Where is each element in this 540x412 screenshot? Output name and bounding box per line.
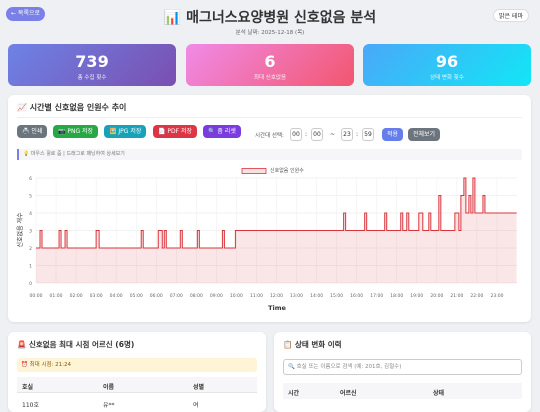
th: 어르신: [340, 390, 357, 397]
hint: 💡 마우스 휠로 줌 | 드래그로 패닝하여 상세보기: [17, 149, 522, 160]
x-tick-label: 20:00: [430, 293, 443, 299]
legend-label: 신호없음 인원수: [270, 167, 304, 174]
stat-card: 96 상태 변화 횟수: [363, 44, 531, 86]
stat-card: 6 최대 신호없음: [186, 44, 354, 86]
back-button[interactable]: ← 목록으로: [6, 7, 46, 21]
x-tick-label: 01:00: [50, 293, 63, 299]
y-tick-label: 1: [29, 264, 32, 270]
x-axis-label: Time: [268, 304, 286, 312]
time-input[interactable]: 59: [362, 128, 374, 141]
time-input[interactable]: 00: [311, 128, 323, 141]
x-tick-label: 19:00: [410, 293, 423, 299]
th: 이름: [103, 384, 115, 391]
stat-card: 739 총 수집 횟수: [8, 44, 176, 86]
y-tick-label: 0: [29, 281, 32, 287]
x-tick-label: 00:00: [30, 293, 43, 299]
x-tick-label: 12:00: [270, 293, 283, 299]
x-tick-label: 07:00: [170, 293, 183, 299]
max-time: ⏰ 최대 시점: 21:24: [17, 358, 257, 372]
x-tick-label: 17:00: [370, 293, 383, 299]
stat-label: 최대 신호없음: [253, 75, 287, 81]
x-tick-label: 18:00: [390, 293, 403, 299]
max-panel: [8, 332, 266, 412]
x-tick-label: 16:00: [350, 293, 363, 299]
x-tick-label: 11:00: [250, 293, 263, 299]
legend-swatch: [241, 168, 267, 174]
range-label: 시간대 선택:: [255, 133, 284, 139]
x-tick-label: 05:00: [130, 293, 143, 299]
line: [36, 177, 517, 249]
stat-value: 6: [264, 52, 276, 71]
stat-value: 739: [75, 52, 109, 71]
apply-button[interactable]: 적용: [382, 128, 404, 141]
x-tick-label: 08:00: [190, 293, 203, 299]
x-tick-label: 23:00: [490, 293, 503, 299]
panel-title: 🚨 신호없음 최대 시점 어르신 (6명): [17, 340, 135, 349]
jpg-button[interactable]: 🖼️ JPG 저장: [104, 125, 147, 138]
y-tick-label: 3: [29, 229, 32, 235]
time-input[interactable]: 23: [341, 128, 353, 141]
th: 시간: [288, 390, 300, 397]
table-header: [283, 383, 522, 399]
stat-value: 96: [435, 52, 459, 71]
search-input[interactable]: 🔍 호실 또는 이름으로 검색 (예: 201호, 김철수): [283, 359, 522, 375]
print-button[interactable]: 🖨️ 인쇄: [17, 125, 48, 138]
x-tick-label: 21:00: [450, 293, 463, 299]
x-tick-label: 13:00: [290, 293, 303, 299]
separator: ~: [330, 131, 336, 138]
all-button[interactable]: 전체보기: [408, 128, 441, 141]
chart: 신호없음 인원수 신호없음 개수 Time 0 1 2 3 4 5 6 00:00 01:00 0…: [16, 167, 517, 312]
y-tick-label: 4: [29, 211, 32, 217]
y-tick-label: 2: [29, 246, 32, 252]
y-tick-label: 6: [29, 176, 32, 182]
x-tick-label: 14:00: [310, 293, 323, 299]
png-button[interactable]: 📷 PNG 저장: [53, 125, 99, 138]
separator: :: [356, 131, 359, 138]
table-header: [17, 377, 257, 393]
th: 호실: [22, 384, 34, 391]
x-tick-label: 02:00: [70, 293, 83, 299]
x-tick-label: 04:00: [110, 293, 123, 299]
x-tick-label: 09:00: [210, 293, 223, 299]
time-input[interactable]: 00: [290, 128, 302, 141]
date: 분석 날짜: 2025-12-18 (목): [235, 30, 305, 36]
theme-button[interactable]: 밝은 테마: [493, 9, 529, 22]
y-axis-label: 신호없음 개수: [16, 212, 24, 248]
stat-label: 총 수집 횟수: [77, 75, 107, 81]
x-tick-label: 03:00: [90, 293, 103, 299]
panel-title: 📋 상태 변화 이력: [283, 340, 342, 349]
panel-title: 📈 시간별 신호없음 인원수 추이: [17, 103, 127, 112]
divider: [17, 117, 522, 118]
stat-label: 상태 변화 횟수: [430, 75, 464, 81]
x-tick-label: 15:00: [330, 293, 343, 299]
zoom-reset-button[interactable]: 🔍 줌 리셋: [203, 125, 241, 138]
separator: :: [305, 131, 308, 138]
y-tick-label: 5: [29, 194, 32, 200]
th: 성별: [193, 384, 205, 391]
x-tick-label: 22:00: [470, 293, 483, 299]
th: 상태: [433, 390, 445, 397]
x-tick-label: 10:00: [230, 293, 243, 299]
pdf-button[interactable]: 📄 PDF 저장: [153, 125, 198, 138]
x-tick-label: 06:00: [150, 293, 163, 299]
page-title: 📊 매그너스요양병원 신호없음 분석: [163, 10, 377, 26]
